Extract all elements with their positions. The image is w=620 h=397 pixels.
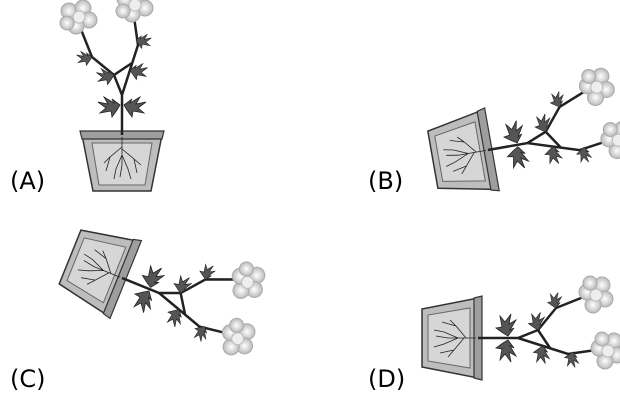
plant-d: [422, 276, 620, 380]
plant-b: [422, 63, 620, 201]
label-c: (C): [10, 365, 45, 393]
plant-c: [54, 200, 281, 372]
label-d: (D): [368, 365, 405, 393]
plant-a: [60, 0, 164, 191]
label-a: (A): [10, 167, 45, 195]
label-b: (B): [368, 167, 403, 195]
